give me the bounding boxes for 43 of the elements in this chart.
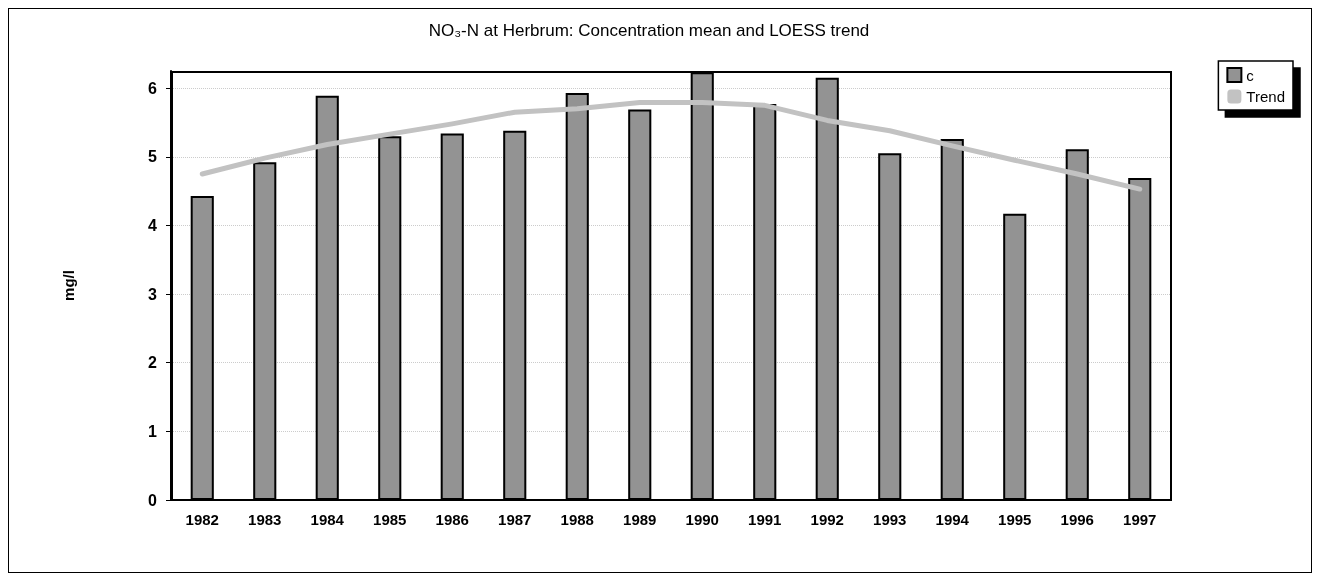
bar <box>753 103 777 500</box>
bar <box>565 92 589 500</box>
bar <box>628 109 652 500</box>
y-tick-label: 1 <box>148 422 158 440</box>
x-tick-label: 1990 <box>685 511 719 528</box>
y-tick-label: 5 <box>148 148 158 166</box>
x-tick-label: 1994 <box>935 511 970 528</box>
x-tick-label: 1995 <box>998 511 1032 528</box>
x-tick-label: 1993 <box>873 511 907 528</box>
bar <box>1128 178 1152 500</box>
bar <box>690 72 714 500</box>
y-tick-label: 4 <box>148 216 158 234</box>
bar <box>315 95 339 500</box>
y-axis-title: mg/l <box>60 270 77 301</box>
x-tick-label: 1988 <box>560 511 594 528</box>
bar <box>440 133 464 500</box>
x-tick-label: 1986 <box>435 511 469 528</box>
bar <box>815 77 839 500</box>
x-tick-label: 1992 <box>810 511 844 528</box>
x-tick-label: 1996 <box>1060 511 1094 528</box>
bar <box>378 136 402 500</box>
y-tick-label: 0 <box>148 491 158 509</box>
x-tick-label: 1984 <box>310 511 345 528</box>
bar <box>253 162 277 500</box>
x-tick-label: 1982 <box>185 511 219 528</box>
y-tick-label: 3 <box>148 285 158 303</box>
bar <box>878 153 902 500</box>
legend-label: c <box>1246 66 1255 84</box>
x-tick-label: 1991 <box>748 511 782 528</box>
x-tick-label: 1997 <box>1123 511 1157 528</box>
chart-title: NO₃-N at Herbrum: Concentration mean and LOESS trend <box>428 21 870 40</box>
x-tick-label: 1983 <box>248 511 282 528</box>
bar <box>190 195 214 500</box>
bar <box>1065 149 1089 500</box>
x-tick-label: 1989 <box>623 511 657 528</box>
y-tick-label: 2 <box>148 354 158 372</box>
bar <box>940 138 964 500</box>
x-tick-label: 1985 <box>373 511 407 528</box>
legend-label: Trend <box>1246 88 1286 105</box>
x-tick-label: 1987 <box>498 511 532 528</box>
bar <box>503 130 527 500</box>
y-tick-label: 6 <box>148 79 158 97</box>
bar <box>1003 213 1027 500</box>
